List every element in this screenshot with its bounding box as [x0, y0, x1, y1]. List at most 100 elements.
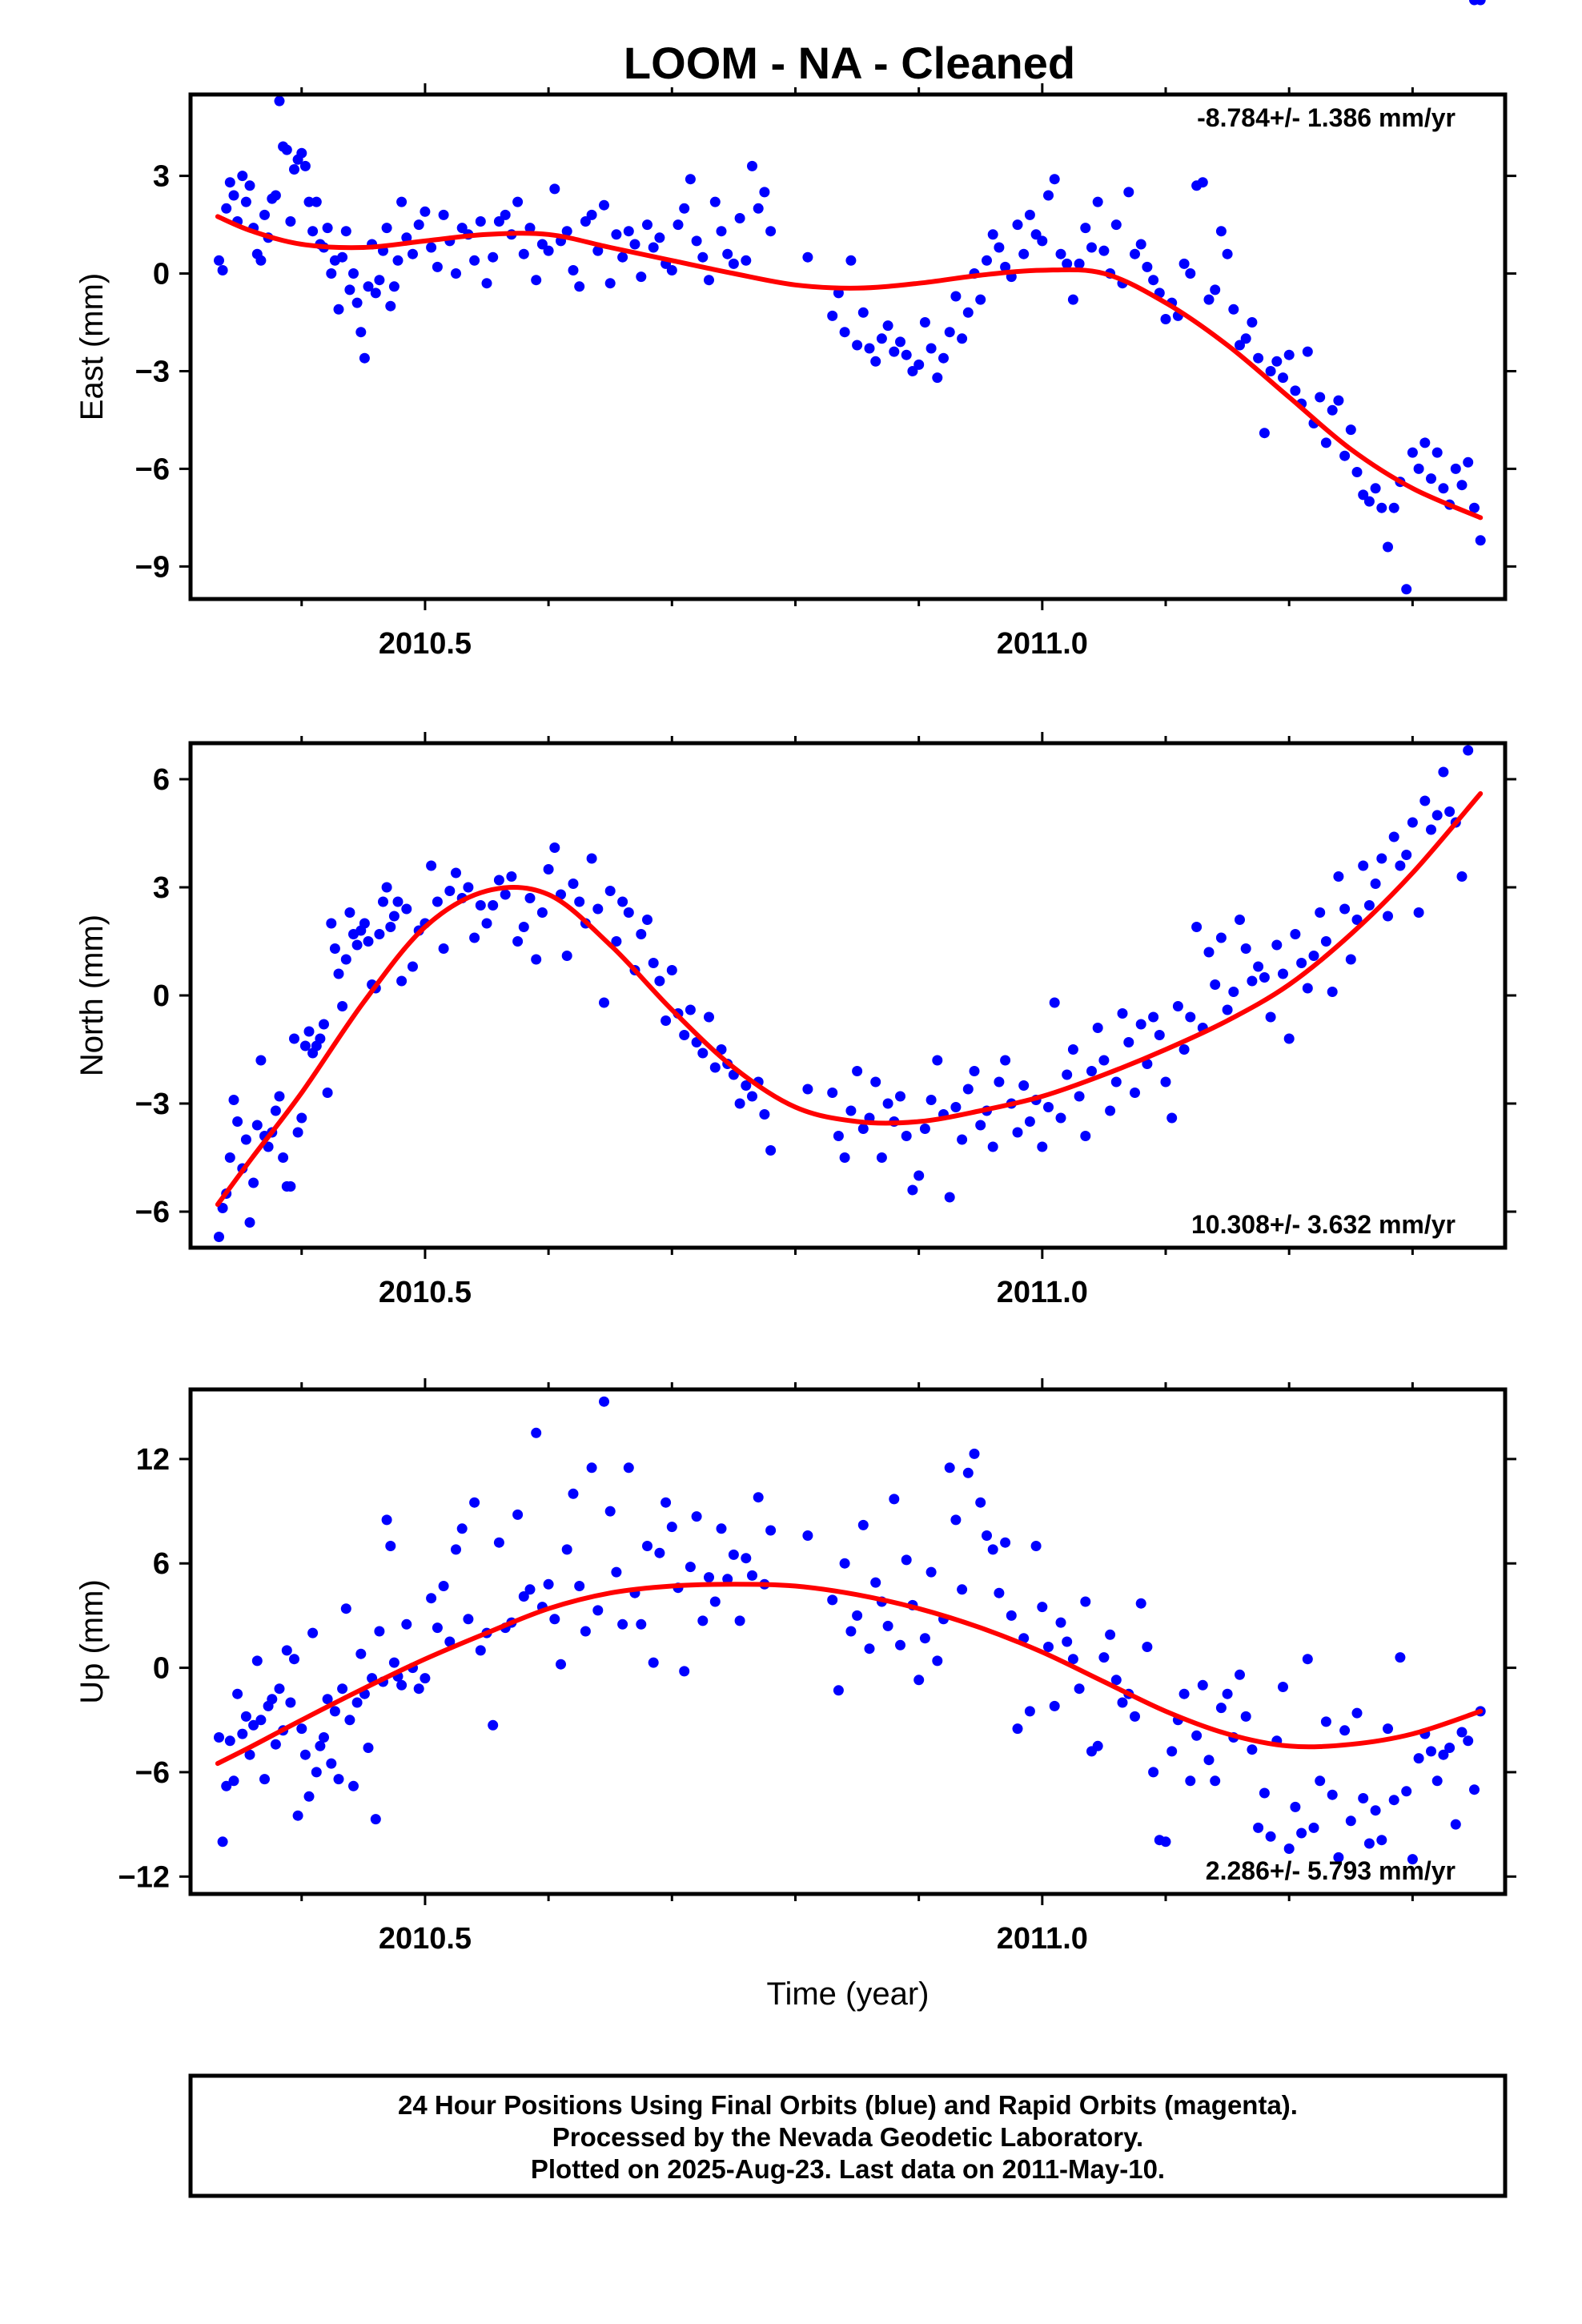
- east-data-point: [827, 310, 838, 321]
- east-data-point: [604, 278, 616, 289]
- north-data-point: [255, 1055, 267, 1066]
- north-data-point: [396, 975, 408, 987]
- north-data-point: [1074, 1091, 1085, 1102]
- east-data-point: [488, 251, 499, 263]
- up-data-point: [975, 1497, 986, 1508]
- north-data-point: [1191, 922, 1203, 932]
- up-data-point: [307, 1627, 319, 1638]
- north-data-point: [648, 958, 659, 968]
- north-points-series: [214, 0, 1486, 1242]
- east-data-point: [408, 248, 418, 259]
- north-data-point: [232, 1116, 243, 1127]
- north-data-point: [1148, 1011, 1159, 1023]
- up-data-point: [388, 1657, 400, 1668]
- east-data-point: [716, 226, 727, 237]
- east-data-point: [240, 196, 251, 207]
- north-data-point: [852, 1066, 863, 1076]
- up-data-point: [381, 1514, 392, 1526]
- east-data-point: [1278, 372, 1288, 384]
- east-data-point: [957, 333, 968, 344]
- east-data-point: [274, 95, 285, 107]
- north-data-point: [426, 860, 437, 871]
- up-data-point: [734, 1615, 745, 1626]
- up-data-point: [691, 1511, 702, 1522]
- up-data-point: [1215, 1703, 1227, 1714]
- up-data-point: [344, 1715, 355, 1726]
- east-x-tick-label: 2010.5: [379, 627, 472, 661]
- up-data-point: [944, 1462, 955, 1474]
- up-data-point: [1055, 1617, 1066, 1628]
- east-data-point: [333, 304, 344, 315]
- east-y-tick-label: 0: [153, 258, 170, 292]
- north-data-point: [500, 889, 511, 900]
- up-data-point: [299, 1749, 311, 1760]
- east-data-point: [299, 160, 311, 171]
- east-data-point: [907, 366, 918, 376]
- east-data-point: [982, 255, 992, 266]
- north-data-point: [1222, 1004, 1233, 1015]
- east-y-axis-label: East (mm): [74, 273, 110, 420]
- east-data-point: [493, 216, 504, 227]
- north-data-point: [661, 1015, 672, 1026]
- east-data-point: [1123, 187, 1134, 198]
- up-data-point: [1037, 1602, 1048, 1613]
- up-data-point: [244, 1749, 255, 1760]
- east-data-point: [307, 226, 319, 237]
- east-data-point: [1327, 404, 1338, 416]
- north-data-point: [611, 936, 622, 947]
- north-data-point: [870, 1076, 881, 1088]
- up-data-point: [1235, 1669, 1245, 1680]
- up-data-point: [586, 1462, 597, 1474]
- north-data-point: [518, 922, 529, 932]
- east-data-point: [374, 275, 385, 286]
- east-x-tick-label: 2011.0: [997, 627, 1088, 661]
- up-data-point: [1320, 1716, 1331, 1727]
- east-data-point: [500, 209, 511, 220]
- east-data-point: [1438, 483, 1449, 494]
- east-data-point: [1148, 275, 1159, 286]
- east-data-point: [679, 203, 690, 214]
- north-data-point: [475, 900, 486, 911]
- east-y-tick-label: −6: [135, 452, 170, 486]
- up-data-point: [926, 1566, 937, 1578]
- up-data-point: [697, 1615, 709, 1626]
- north-data-point: [385, 922, 396, 932]
- north-data-point: [1049, 997, 1060, 1008]
- east-data-point: [673, 219, 684, 231]
- up-data-point: [1388, 1795, 1399, 1806]
- east-data-point: [1383, 541, 1393, 553]
- up-data-point: [611, 1566, 622, 1578]
- east-data-point: [1283, 349, 1295, 360]
- east-data-point: [1407, 447, 1418, 458]
- up-data-point: [475, 1645, 486, 1656]
- up-data-point: [237, 1728, 248, 1739]
- east-data-point: [561, 226, 572, 237]
- north-data-point: [296, 1112, 307, 1124]
- north-data-point: [882, 1098, 893, 1109]
- east-data-point: [1197, 177, 1208, 188]
- up-data-point: [543, 1578, 554, 1590]
- east-data-point: [396, 196, 408, 207]
- east-data-point: [852, 340, 863, 351]
- east-data-point: [255, 255, 267, 266]
- east-data-point: [1215, 226, 1227, 237]
- up-data-point: [512, 1509, 524, 1520]
- north-data-point: [623, 907, 634, 918]
- up-data-point: [1222, 1688, 1233, 1699]
- east-data-point: [1475, 535, 1486, 546]
- north-data-point: [1178, 1044, 1190, 1055]
- up-data-point: [1049, 1700, 1060, 1711]
- east-data-point: [1240, 333, 1251, 344]
- east-data-point: [289, 164, 299, 175]
- up-data-point: [281, 1645, 292, 1656]
- east-data-point: [214, 255, 224, 266]
- east-data-point: [864, 343, 875, 354]
- east-data-point: [388, 281, 400, 292]
- east-data-point: [1247, 317, 1258, 328]
- up-data-point: [463, 1614, 474, 1625]
- up-data-point: [1345, 1815, 1356, 1827]
- east-data-point: [1315, 392, 1326, 403]
- up-y-tick-label: −12: [118, 1860, 170, 1894]
- north-y-tick-label: 3: [153, 871, 170, 905]
- east-data-point: [759, 187, 770, 198]
